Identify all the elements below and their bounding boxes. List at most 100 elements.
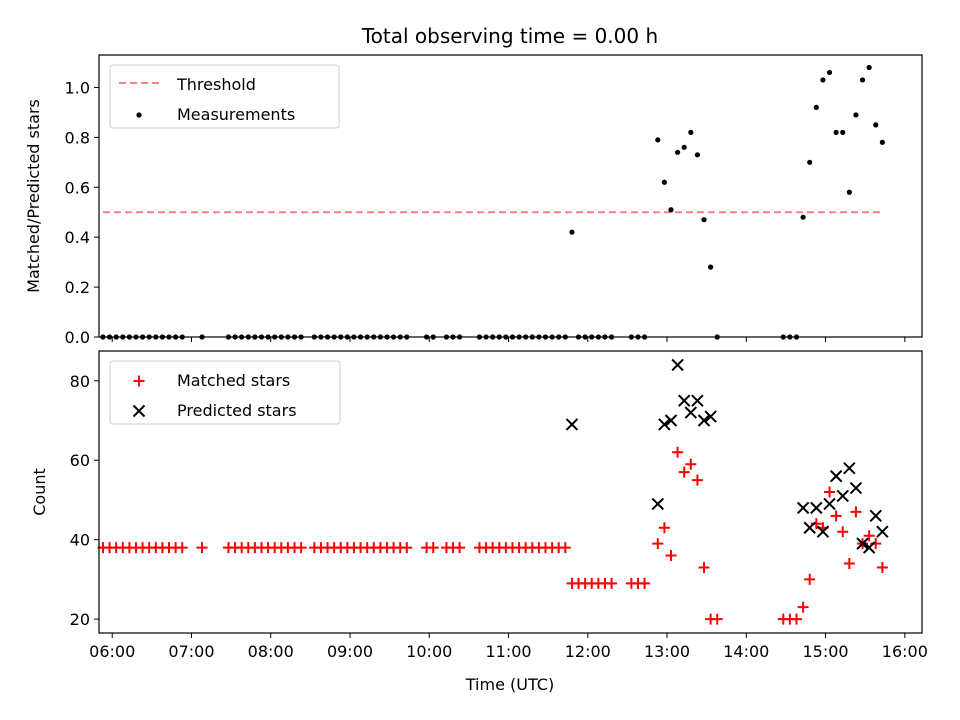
- x-tick-label: 09:00: [327, 642, 373, 661]
- measurement-point: [661, 179, 667, 185]
- measurement-point: [873, 122, 879, 128]
- measurement-point: [853, 112, 859, 118]
- legend-matched-swatch: [133, 375, 145, 387]
- y-tick-label: 0.8: [65, 128, 90, 147]
- y-tick-label: 1.0: [65, 78, 90, 97]
- predicted-star-point: [869, 509, 882, 523]
- y-tick-label: 0.4: [65, 228, 90, 247]
- x-tick-label: 13:00: [644, 642, 690, 661]
- predicted-star-point: [836, 489, 849, 503]
- y-tick-label: 20: [70, 610, 90, 629]
- matched-star-point: [401, 542, 413, 554]
- top-legend: Threshold Measurements: [109, 64, 340, 129]
- matched-star-point: [830, 510, 842, 522]
- bottom-x-axis: 06:00 07:00 08:00 09:00 10:00 11:00 12:00 13:00…: [89, 633, 928, 661]
- predicted-star-point: [810, 501, 823, 515]
- predicted-star-point: [651, 497, 665, 511]
- matched-star-point: [295, 542, 307, 554]
- bottom-legend: Matched stars Predicted stars: [109, 360, 341, 425]
- matched-star-point: [652, 538, 664, 550]
- measurement-point: [859, 77, 866, 83]
- y-tick-label: 0.2: [65, 278, 90, 297]
- measurement-point: [820, 77, 826, 83]
- top-y-axis: 0.0 0.2 0.4 0.6 0.8 1.0: [65, 78, 99, 347]
- measurement-point: [826, 69, 833, 76]
- x-tick-label: 16:00: [882, 642, 928, 661]
- matched-star-point: [804, 573, 816, 585]
- predicted-star-point: [823, 497, 836, 511]
- matched-star-point: [698, 561, 710, 573]
- legend-label: Matched stars: [177, 371, 290, 390]
- measurement-point: [879, 139, 885, 145]
- bottom-y-axis: 20 40 60 80: [70, 372, 99, 629]
- predicted-star-point: [849, 481, 863, 495]
- y-tick-label: 0.6: [65, 178, 90, 197]
- measurement-point: [840, 129, 846, 135]
- matched-star-point: [685, 458, 697, 470]
- y-tick-label: 80: [70, 372, 90, 391]
- matched-star-point: [672, 446, 684, 458]
- measurement-point: [681, 144, 687, 150]
- matched-star-point: [843, 557, 855, 569]
- x-axis-label: Time (UTC): [465, 675, 554, 694]
- matched-star-point: [559, 542, 571, 554]
- measurement-point: [833, 129, 839, 135]
- predicted-star-point: [876, 525, 889, 538]
- measurement-point: [675, 149, 681, 155]
- x-tick-label: 14:00: [723, 642, 769, 661]
- predicted-star-point: [565, 418, 579, 431]
- measurement-point: [708, 264, 714, 270]
- x-tick-label: 11:00: [485, 642, 531, 661]
- y-tick-label: 40: [70, 531, 90, 550]
- bottom-plot-area: [97, 358, 889, 625]
- legend-box: [109, 64, 340, 129]
- matched-star-point: [691, 474, 703, 486]
- chart-title: Total observing time = 0.00 h: [361, 24, 658, 48]
- x-tick-label: 10:00: [406, 642, 452, 661]
- legend-label: Predicted stars: [177, 401, 297, 420]
- bottom-axes-frame: [98, 350, 923, 634]
- legend-box: [109, 360, 341, 425]
- y-tick-label: 0.0: [65, 328, 90, 347]
- matched-star-point: [176, 542, 188, 554]
- predicted-star-point: [697, 414, 711, 427]
- predicted-star-point: [684, 406, 698, 419]
- predicted-star-point: [658, 418, 671, 431]
- predicted-star-point: [678, 394, 691, 407]
- x-tick-label: 12:00: [565, 642, 611, 661]
- matched-star-point: [876, 561, 888, 573]
- measurement-point: [800, 214, 806, 220]
- bottom-panel: 20 40 60 80 06:00 07:00 08:00 09:00 10:00 11:00 1…: [30, 350, 928, 694]
- bottom-y-axis-label: Count: [30, 468, 49, 516]
- matched-star-point: [678, 466, 690, 478]
- predicted-star-point: [671, 358, 684, 372]
- measurement-point: [701, 217, 707, 223]
- measurement-point: [668, 207, 674, 213]
- matched-star-point: [863, 530, 875, 542]
- predicted-star-point: [856, 537, 869, 550]
- matched-star-point: [454, 542, 466, 554]
- measurement-point: [688, 129, 694, 135]
- x-tick-label: 06:00: [89, 642, 135, 661]
- top-y-axis-label: Matched/Predicted stars: [24, 99, 43, 293]
- predicted-star-point: [829, 469, 843, 483]
- matched-star-point: [606, 577, 618, 589]
- x-tick-label: 08:00: [248, 642, 294, 661]
- predicted-star-point: [704, 410, 717, 423]
- matched-star-point: [791, 613, 803, 625]
- matched-star-point: [658, 522, 670, 534]
- top-axes-frame: [98, 54, 923, 338]
- top-x-axis: [111, 337, 906, 342]
- measurement-point: [694, 152, 701, 158]
- measurement-point: [846, 189, 852, 195]
- measurement-point: [569, 229, 575, 235]
- matched-star-point: [850, 506, 862, 518]
- predicted-star-point: [664, 414, 678, 427]
- y-tick-label: 60: [70, 451, 90, 470]
- predicted-star-point: [796, 501, 810, 515]
- legend-predicted-swatch: [132, 404, 146, 418]
- matched-star-point: [639, 577, 651, 589]
- x-tick-label: 07:00: [168, 642, 214, 661]
- matched-star-point: [837, 526, 849, 538]
